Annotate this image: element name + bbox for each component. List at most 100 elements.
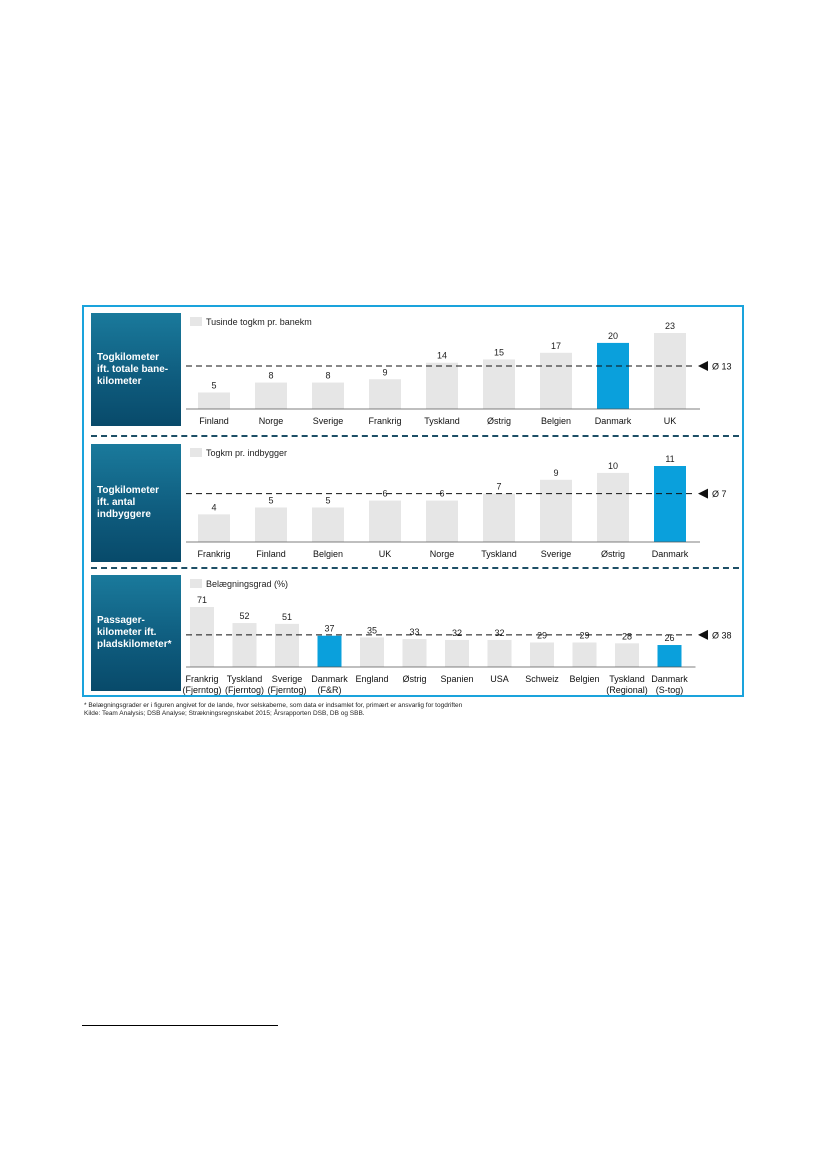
category-label: Danmark: [651, 674, 688, 684]
data-label: 5: [268, 495, 273, 505]
data-label: 52: [239, 611, 249, 621]
data-label: 29: [537, 630, 547, 640]
panel-divider-1: [91, 435, 739, 437]
bar-spanien: [445, 639, 469, 667]
data-label: 32: [494, 628, 504, 638]
average-arrow-icon: [698, 629, 708, 640]
panel-3-bar-chart: Belægningsgrad (%)71Frankrig(Fjerntog)52…: [182, 579, 732, 695]
data-label: 37: [324, 624, 334, 634]
category-label: (F&R): [318, 685, 342, 695]
data-label: 71: [197, 595, 207, 605]
data-label: 8: [325, 371, 330, 381]
legend-label: Tusinde togkm pr. banekm: [206, 317, 312, 327]
category-label: (Fjerntog): [225, 685, 264, 695]
data-label: 28: [622, 631, 632, 641]
bar-danmark: [597, 342, 629, 409]
category-label: Frankrig: [368, 416, 401, 426]
data-label: 23: [665, 321, 675, 331]
category-label: Schweiz: [525, 674, 559, 684]
average-arrow-icon: [698, 361, 708, 372]
data-label: 5: [325, 495, 330, 505]
category-label: Østrig: [601, 549, 625, 559]
bar-tyskland: [232, 623, 257, 667]
data-label: 10: [608, 461, 618, 471]
bar-uk: [369, 500, 401, 542]
legend-swatch: [190, 579, 202, 588]
panel-1-bar-chart: Tusinde togkm pr. banekm 5 Finland 8 Norge 8 S…: [186, 317, 732, 426]
bar-norge: [426, 500, 458, 542]
bar-frankrig: [369, 379, 401, 409]
bar-norge: [255, 382, 287, 409]
category-label: Finland: [199, 416, 229, 426]
data-label: 17: [551, 341, 561, 351]
bar-sverige: [312, 382, 344, 409]
bar-sverige: [275, 623, 299, 667]
bar-frankrig: [198, 514, 230, 542]
category-label: Norge: [430, 549, 455, 559]
data-label: 5: [211, 380, 216, 390]
data-label: 7: [496, 482, 501, 492]
bar-tyskland: [426, 362, 458, 409]
chart-figure: Togkilometer ift. totale bane- kilometer…: [82, 305, 744, 697]
bar-tyskland: [483, 493, 515, 542]
data-label: 26: [664, 633, 674, 643]
bar-finland: [198, 392, 230, 409]
data-label: 32: [452, 628, 462, 638]
bar-belgien: [572, 642, 597, 667]
bar-sverige: [540, 479, 572, 542]
category-label: (Fjerntog): [182, 685, 221, 695]
data-label: 14: [437, 351, 447, 361]
category-label: Danmark: [311, 674, 348, 684]
bar-danmark: [317, 635, 342, 667]
category-label: (Fjerntog): [267, 685, 306, 695]
data-label: 15: [494, 347, 504, 357]
category-label: Danmark: [652, 549, 689, 559]
category-label: USA: [490, 674, 509, 684]
category-label: Tyskland: [227, 674, 263, 684]
category-label: (Regional): [606, 685, 648, 695]
data-label: 8: [268, 371, 273, 381]
category-label: Danmark: [595, 416, 632, 426]
bar-england: [360, 637, 384, 667]
data-label: 51: [282, 612, 292, 622]
category-label: Norge: [259, 416, 284, 426]
category-label: UK: [664, 416, 677, 426]
data-label: 29: [579, 630, 589, 640]
category-label: Frankrig: [197, 549, 230, 559]
category-label: Tyskland: [481, 549, 517, 559]
data-label: 33: [409, 627, 419, 637]
data-label: 6: [382, 489, 387, 499]
category-label: Sverige: [272, 674, 303, 684]
bar-belgien: [540, 352, 572, 409]
bar-schweiz: [530, 642, 554, 667]
category-label: Belgien: [313, 549, 343, 559]
category-label: Belgien: [569, 674, 599, 684]
category-label: Tyskland: [609, 674, 645, 684]
panel-3-side-label: Passager- kilometer ift. pladskilometer*: [97, 615, 172, 650]
category-label: Østrig: [402, 674, 426, 684]
panel-2-bar-chart: Togkm pr. indbygger 4 Frankrig 5 Finland 5 Bel…: [186, 448, 727, 559]
panel-divider-2: [91, 567, 739, 569]
bar-østrig: [597, 472, 629, 542]
average-label: Ø 38: [712, 630, 732, 640]
data-label: 11: [665, 454, 674, 464]
category-label: Spanien: [440, 674, 473, 684]
data-label: 35: [367, 625, 377, 635]
data-label: 20: [608, 331, 618, 341]
bar-østrig: [483, 359, 515, 409]
average-label: Ø 13: [712, 362, 732, 372]
bar-finland: [255, 507, 287, 542]
legend-label: Togkm pr. indbygger: [206, 448, 287, 458]
bar-tyskland: [615, 643, 639, 667]
average-label: Ø 7: [712, 489, 727, 499]
data-label: 9: [553, 468, 558, 478]
bar-danmark: [654, 466, 686, 542]
category-label: Frankrig: [185, 674, 218, 684]
legend-swatch: [190, 317, 202, 326]
bar-danmark: [657, 645, 682, 667]
category-label: Østrig: [487, 416, 511, 426]
category-label: England: [355, 674, 388, 684]
panel-2-side-label: Togkilometer ift. antal indbyggere: [97, 485, 160, 520]
bar-belgien: [312, 507, 344, 542]
category-label: UK: [379, 549, 392, 559]
